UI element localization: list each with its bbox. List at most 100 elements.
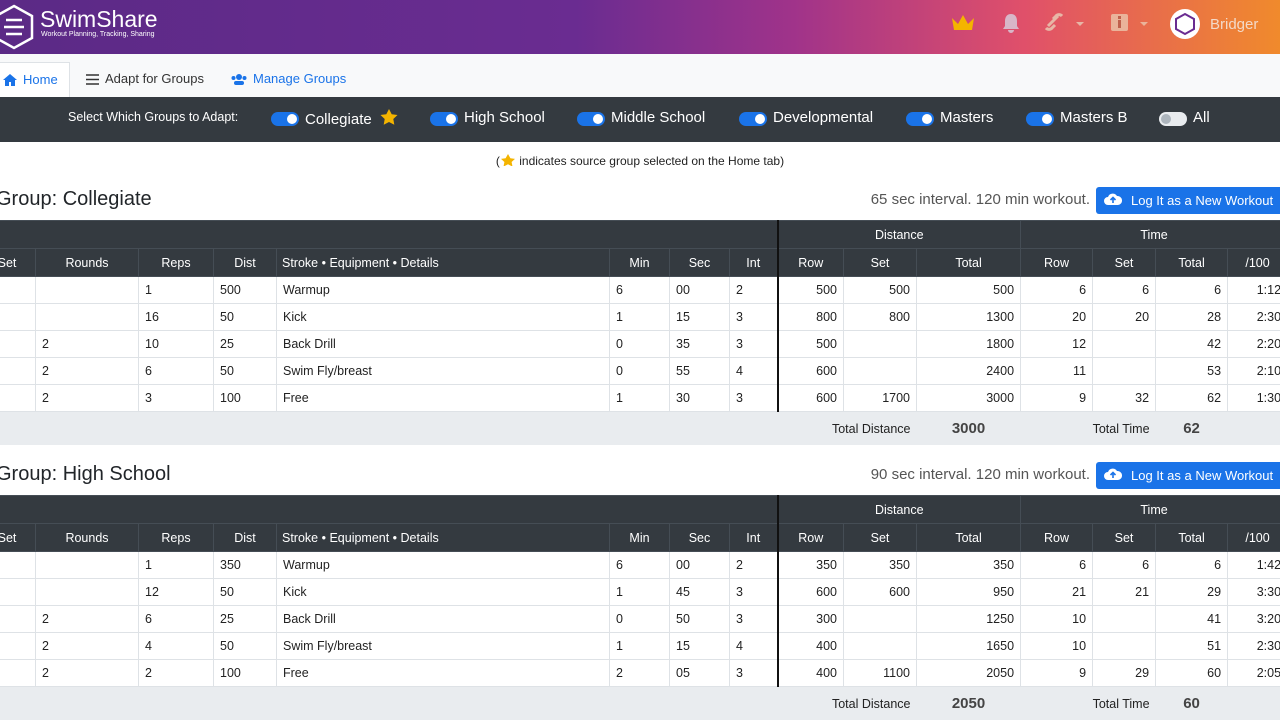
table-cell [35, 578, 139, 606]
workout-table: DistanceTimeSetRoundsRepsDistStroke • Eq… [0, 495, 1280, 720]
table-cell: 1:12 [1227, 276, 1280, 304]
switch[interactable] [271, 112, 299, 126]
switch[interactable] [577, 112, 605, 126]
table-cell: Warmup [276, 276, 610, 304]
star-icon [500, 154, 515, 167]
note-text: indicates source group selected on the H… [519, 154, 781, 168]
column-header: Set [0, 248, 36, 277]
header-group-row: Distance Time [0, 220, 1280, 249]
header-row: SetRoundsRepsDistStroke • Equipment • De… [0, 248, 1280, 277]
table-cell: 3 [729, 303, 778, 331]
logo [0, 4, 34, 50]
column-header: /100 [1227, 523, 1280, 552]
table-cell: 1 [609, 303, 670, 331]
table-cell: 2 [35, 330, 139, 358]
column-header: Row [776, 248, 844, 277]
button-label[interactable]: Log It as a New Workout [1131, 468, 1274, 483]
sliders-icon [86, 74, 99, 85]
table-cell [1092, 605, 1157, 633]
table-cell: 50 [213, 578, 277, 606]
table-cell: 2:10 [1227, 357, 1280, 385]
table-cell: 20 [1092, 303, 1157, 331]
button-label[interactable]: Log It as a New Workout [1131, 193, 1274, 208]
table-cell: Back Drill [276, 330, 610, 358]
group-title: Group: Collegiate [0, 188, 152, 210]
table-cell: 11 [1020, 357, 1094, 385]
table-row: 1 500 Warmup 6 00 2 500 500 500 6 6 6 1:12 [0, 276, 1280, 304]
link-icon[interactable] [1044, 12, 1088, 34]
brand[interactable]: SwimShare [40, 6, 158, 32]
header-spacer [0, 220, 778, 249]
table-cell: 600 [776, 357, 844, 385]
table-cell: 50 [213, 632, 277, 660]
table-cell: 9 [1020, 659, 1094, 687]
column-header: Row [776, 523, 844, 552]
table-cell: 500 [915, 276, 1022, 304]
table-cell: 350 [776, 551, 844, 579]
info-icon[interactable] [1110, 12, 1154, 34]
table-cell: 3:30 [1227, 578, 1280, 606]
switch[interactable] [739, 112, 767, 126]
switch[interactable] [1159, 112, 1187, 126]
table-cell: 1300 [915, 303, 1022, 331]
table-row: 2 10 25 Back Drill 0 35 3 500 1800 12 42 2:20 [0, 330, 1280, 358]
switch-knob [287, 114, 297, 124]
column-header: Set [843, 248, 917, 277]
total-distance: 2050 [916, 686, 1021, 720]
table-cell: 1800 [915, 330, 1022, 358]
table-cell [0, 303, 36, 331]
column-header: Dist [213, 248, 277, 277]
table-cell: 21 [1092, 578, 1157, 606]
table-cell: 30 [669, 384, 730, 412]
table-cell: 2 [35, 632, 139, 660]
note-close: ) [780, 154, 785, 168]
log-button[interactable]: Log It as a New Workout [1096, 187, 1280, 214]
table-cell [0, 578, 36, 606]
table-cell: 00 [669, 551, 730, 579]
table-cell: 950 [915, 578, 1022, 606]
table-cell [35, 303, 139, 331]
table-cell: 3000 [915, 384, 1022, 412]
header-group: Distance [776, 495, 1022, 524]
switch[interactable] [1026, 112, 1054, 126]
user-name[interactable]: Bridger [1210, 16, 1259, 33]
tab-home[interactable]: Home [0, 62, 70, 98]
table-cell: 500 [776, 330, 844, 358]
avatar[interactable] [1170, 9, 1202, 41]
switch[interactable] [906, 112, 934, 126]
table-cell: 400 [776, 659, 844, 687]
source-star [380, 109, 398, 130]
table-cell: 4 [138, 632, 214, 660]
table-cell: 45 [669, 578, 730, 606]
table-cell: 25 [213, 605, 277, 633]
switch-knob [1161, 114, 1171, 124]
table-row: 2 6 50 Swim Fly/breast 0 55 4 600 2400 11 53 2:10 [0, 357, 1280, 385]
group-section: Group: Collegiate 65 sec interval. 120 mi… [0, 180, 1280, 455]
toggle-label: Collegiate [305, 109, 398, 130]
table-cell: 50 [213, 357, 277, 385]
switch-knob [593, 114, 603, 124]
total-distance: 3000 [916, 411, 1021, 445]
cloud-icon [1104, 188, 1123, 215]
table-cell: 2:20 [1227, 330, 1280, 358]
column-header: Min [609, 248, 670, 277]
table-cell: 2 [729, 551, 778, 579]
table-cell: 1700 [843, 384, 917, 412]
table-cell [843, 330, 917, 358]
bell-icon[interactable] [1000, 12, 1022, 34]
column-header: Rounds [35, 523, 139, 552]
table-cell: 3 [729, 578, 778, 606]
table-cell: 3:20 [1227, 605, 1280, 633]
table-cell: 51 [1155, 632, 1229, 660]
table-cell: 0 [609, 357, 670, 385]
toggle-label: Masters B [1060, 109, 1128, 126]
crown-icon[interactable] [950, 12, 976, 34]
switch-knob [755, 114, 765, 124]
group-title: Group: High School [0, 463, 171, 485]
switch[interactable] [430, 112, 458, 126]
switch-knob [1042, 114, 1052, 124]
table-cell: 600 [843, 578, 917, 606]
table-cell: 55 [669, 357, 730, 385]
log-button[interactable]: Log It as a New Workout [1096, 462, 1280, 489]
table-cell: 25 [213, 330, 277, 358]
